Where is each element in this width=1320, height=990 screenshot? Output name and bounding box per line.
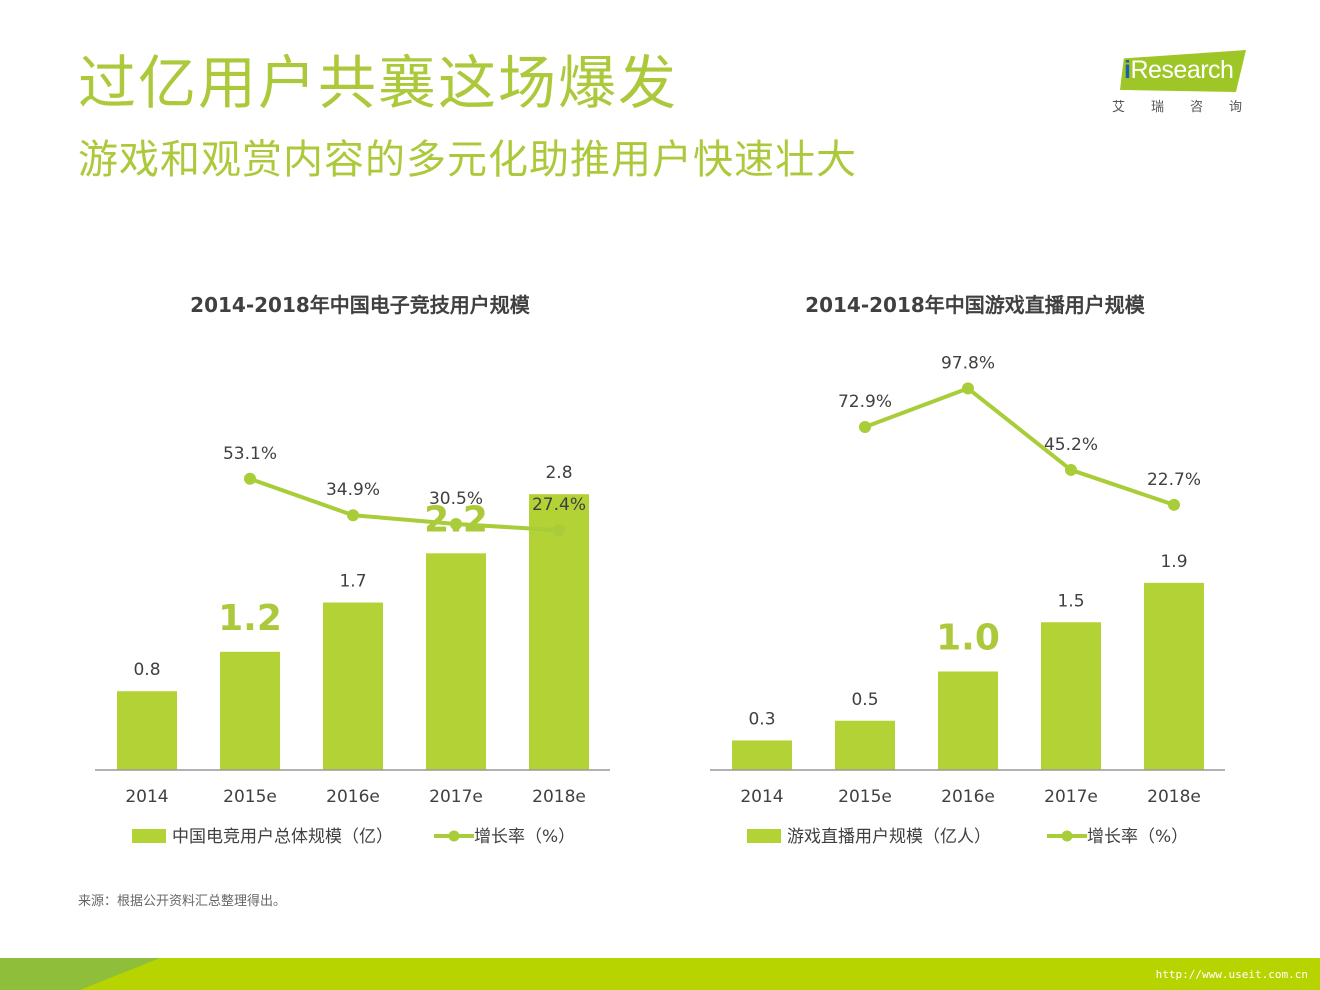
legend-line-label: 增长率（%）	[1087, 827, 1188, 847]
growth-rate-label: 27.4%	[532, 495, 586, 515]
x-tick-label: 2018e	[532, 787, 586, 807]
x-tick-label: 2014	[125, 787, 168, 807]
bar-value-label: 0.5	[851, 690, 878, 710]
legend-line-label: 增长率（%）	[474, 827, 575, 847]
live-streaming-users-chart-svg: 2014-2018年中国游戏直播用户规模 0.3 0.5 1.0 1.5 1.9 2014 2…	[710, 293, 1225, 847]
live-streaming-users-chart: 2014-2018年中国游戏直播用户规模 0.3 0.5 1.0 1.5 1.9 2014 2…	[695, 280, 1255, 860]
growth-rate-point	[450, 518, 462, 530]
bar-value-label: 1.9	[1160, 552, 1187, 572]
growth-rate-label: 72.9%	[838, 392, 892, 412]
x-tick-label: 2015e	[223, 787, 277, 807]
growth-rate-line	[864, 386, 1175, 507]
legend-bar-swatch	[747, 829, 781, 843]
growth-rate-point	[962, 382, 974, 395]
footer-corner	[0, 958, 160, 990]
bar-value-label: 1.0	[936, 618, 1000, 659]
footer-bar: http://www.useit.com.cn	[0, 958, 1320, 990]
bar-value-label: 0.3	[748, 709, 775, 729]
x-tick-label: 2017e	[1044, 787, 1098, 807]
legend-line-marker	[1061, 830, 1073, 842]
x-tick-label: 2016e	[326, 787, 380, 807]
bar-2018e	[529, 494, 589, 770]
page-subtitle: 游戏和观赏内容的多元化助推用户快速壮大	[78, 137, 857, 183]
bar-value-label: 1.2	[218, 598, 282, 639]
x-tick-label: 2014	[740, 787, 783, 807]
esports-users-chart: 2014-2018年中国电子竞技用户规模0.81.21.72.22.820142…	[80, 280, 640, 860]
esports-users-chart-svg: 2014-2018年中国电子竞技用户规模0.81.21.72.22.820142…	[95, 293, 610, 847]
x-tick-label: 2016e	[941, 787, 995, 807]
legend-bar-swatch	[132, 829, 166, 843]
chart-title: 2014-2018年中国游戏直播用户规模	[805, 293, 1146, 317]
x-tick-label: 2017e	[429, 787, 483, 807]
bar-2014	[117, 691, 177, 770]
growth-rate-label: 97.8%	[941, 353, 995, 373]
chart-title: 2014-2018年中国电子竞技用户规模	[190, 293, 531, 317]
growth-rate-label: 45.2%	[1044, 435, 1098, 455]
logo-brand: Research	[1130, 56, 1234, 84]
logo-wordmark: iResearch	[1124, 56, 1234, 85]
bar-2016e	[323, 602, 383, 770]
bar-2016e	[938, 671, 998, 770]
growth-rate-label: 30.5%	[429, 489, 483, 509]
x-tick-label: 2015e	[838, 787, 892, 807]
legend-line-marker	[448, 830, 460, 842]
source-note: 来源：根据公开资料汇总整理得出。	[78, 894, 287, 909]
growth-rate-point	[244, 472, 256, 485]
growth-rate-point	[1065, 463, 1077, 476]
footer-url: http://www.useit.com.cn	[1155, 968, 1308, 981]
page-title: 过亿用户共襄这场爆发	[78, 49, 679, 117]
legend-bar-label: 中国电竞用户总体规模（亿）	[172, 827, 393, 847]
iresearch-logo: iResearch 艾瑞咨询	[1108, 46, 1248, 118]
growth-rate-label: 22.7%	[1147, 470, 1201, 490]
growth-rate-label: 53.1%	[223, 444, 277, 464]
growth-rate-point	[859, 421, 871, 434]
growth-rate-line	[249, 476, 560, 533]
bar-value-label: 2.8	[545, 463, 572, 483]
bar-2018e	[1144, 582, 1204, 770]
growth-rate-point	[553, 524, 565, 537]
bar-value-label: 0.8	[133, 660, 160, 680]
logo-i: i	[1124, 56, 1131, 84]
bar-2015e	[220, 651, 280, 770]
bar-value-label: 1.7	[339, 572, 366, 592]
growth-rate-point	[1168, 498, 1180, 511]
bar-value-label: 1.5	[1057, 591, 1084, 611]
x-tick-label: 2018e	[1147, 787, 1201, 807]
bar-2017e	[426, 553, 486, 770]
growth-rate-point	[347, 509, 359, 522]
legend-bar-label: 游戏直播用户规模（亿人）	[787, 827, 991, 847]
bar-2017e	[1041, 622, 1101, 770]
growth-rate-label: 34.9%	[326, 480, 380, 500]
logo-cn: 艾瑞咨询	[1112, 100, 1269, 115]
bar-2015e	[835, 720, 895, 770]
bar-2014	[732, 740, 792, 770]
